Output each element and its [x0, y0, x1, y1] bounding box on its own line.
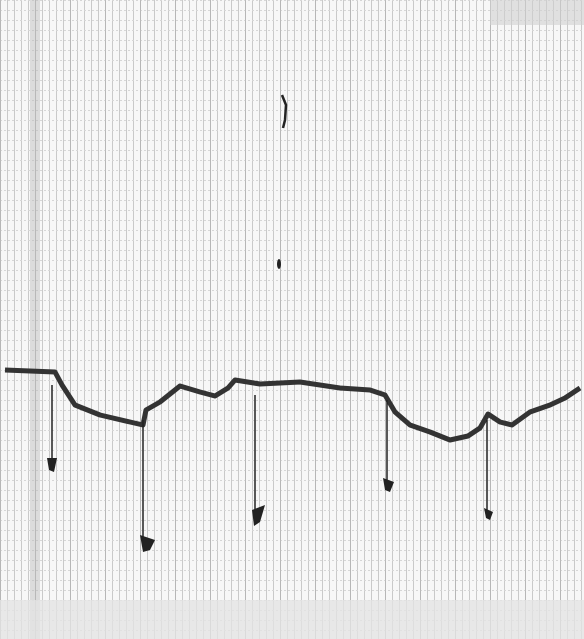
event-tip	[47, 458, 57, 472]
ink-speck	[280, 94, 288, 129]
paper-top-corner	[490, 0, 584, 25]
paper-bottom-edge	[0, 600, 584, 639]
event-marks	[51, 385, 488, 540]
trace	[4, 367, 582, 443]
event-tip	[383, 478, 394, 492]
event-tip	[252, 505, 265, 526]
scan-shadow	[30, 0, 40, 639]
event-tip	[484, 508, 493, 520]
event-tip	[140, 535, 155, 552]
ink-speck	[277, 259, 281, 269]
event-tips	[47, 458, 493, 552]
